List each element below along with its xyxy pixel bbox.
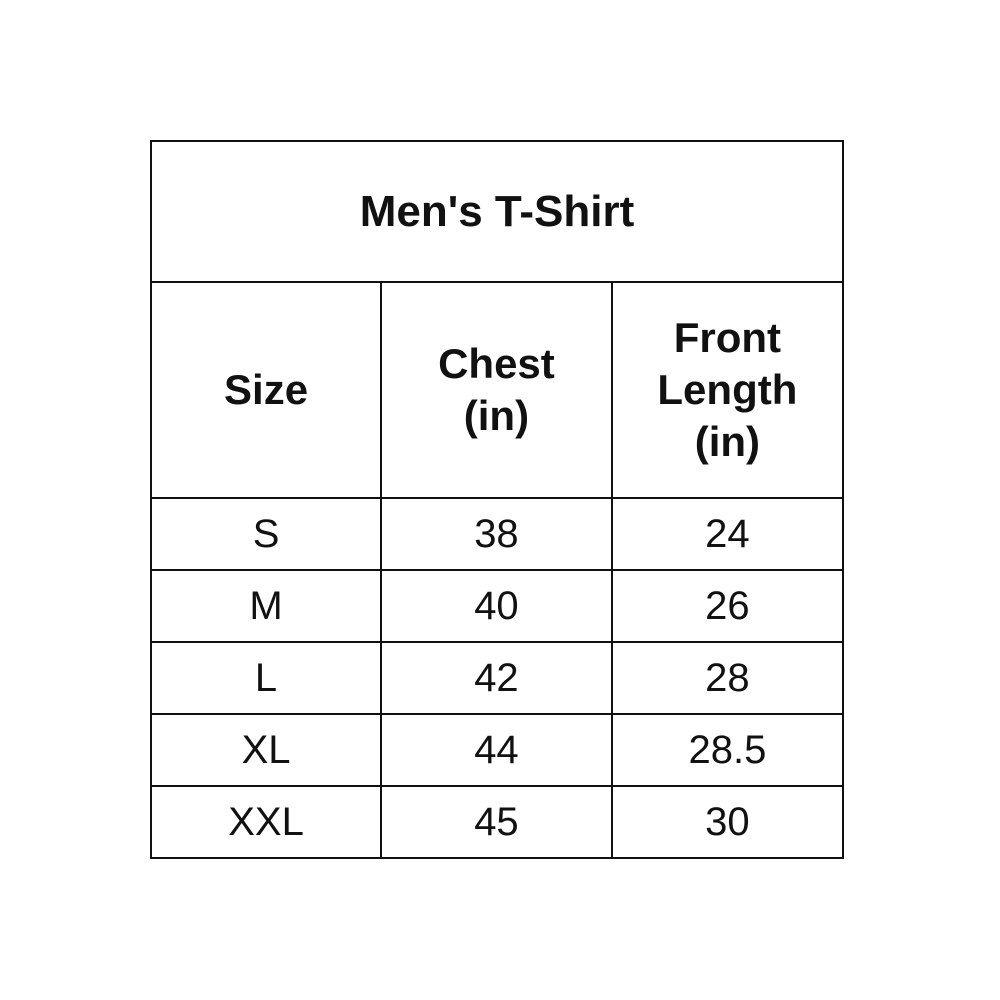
- table-row: S 38 24: [149, 497, 845, 571]
- cell-size: S: [149, 497, 383, 571]
- table-row: M 40 26: [149, 569, 845, 643]
- size-chart-table: Men's T-Shirt Size Chest (in) Front Leng…: [149, 140, 845, 859]
- cell-size: XL: [149, 713, 383, 787]
- table-row: L 42 28: [149, 641, 845, 715]
- cell-chest: 40: [380, 569, 613, 643]
- table-row: XL 44 28.5: [149, 713, 845, 787]
- table-row: XXL 45 30: [149, 785, 845, 859]
- cell-chest: 45: [380, 785, 613, 859]
- header-chest: Chest (in): [380, 281, 613, 499]
- cell-chest: 44: [380, 713, 613, 787]
- cell-front-length: 28.5: [610, 713, 845, 787]
- cell-front-length: 28: [610, 641, 845, 715]
- cell-front-length: 26: [610, 569, 845, 643]
- header-size: Size: [149, 281, 383, 499]
- cell-front-length: 30: [610, 785, 845, 859]
- cell-chest: 42: [380, 641, 613, 715]
- cell-front-length: 24: [610, 497, 845, 571]
- cell-size: L: [149, 641, 383, 715]
- header-front-length: Front Length (in): [610, 281, 845, 499]
- cell-chest: 38: [380, 497, 613, 571]
- cell-size: M: [149, 569, 383, 643]
- table-title: Men's T-Shirt: [150, 140, 844, 283]
- cell-size: XXL: [149, 785, 383, 859]
